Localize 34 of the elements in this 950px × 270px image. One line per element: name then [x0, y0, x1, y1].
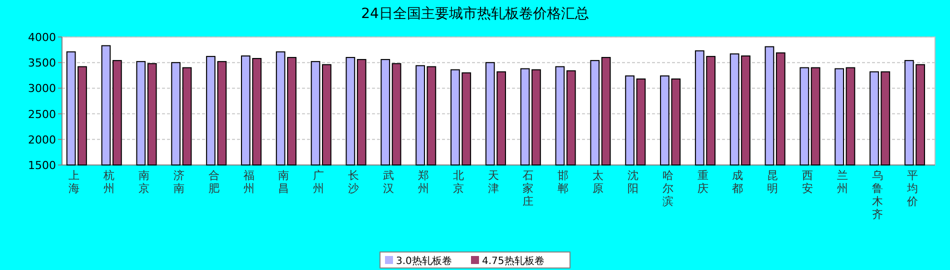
y-tick-label: 2000	[28, 133, 56, 146]
x-tick-label: 石家庄	[522, 169, 534, 208]
x-tick-label: 上海	[68, 169, 80, 195]
x-tick-label: 北京	[452, 169, 464, 195]
x-tick-label: 长沙	[348, 169, 360, 195]
x-tick-label: 平均价	[906, 169, 918, 208]
x-tick-label: 南京	[138, 169, 150, 195]
x-tick-label: 南昌	[278, 169, 290, 195]
y-tick-label: 4000	[28, 31, 56, 44]
legend-label: 4.75热轧板卷	[482, 255, 544, 267]
x-tick-label: 成都	[732, 169, 744, 195]
x-tick-label: 合肥	[208, 169, 220, 195]
x-tick-label: 西安	[802, 169, 814, 195]
chart-title: 24日全国主要城市热轧板卷价格汇总	[361, 6, 589, 22]
x-tick-label: 天津	[488, 169, 499, 195]
x-tick-label: 郑州	[418, 169, 429, 195]
x-tick-label: 重庆	[697, 169, 708, 195]
x-tick-label: 福州	[243, 169, 254, 195]
y-tick-label: 3500	[28, 56, 56, 70]
x-tick-label: 武汉	[383, 169, 394, 195]
x-tick-label: 沈阳	[627, 169, 638, 195]
x-tick-label: 哈尔滨	[662, 169, 674, 208]
legend-label: 3.0热轧板卷	[396, 255, 452, 267]
x-tick-label: 昆明	[767, 169, 778, 195]
x-tick-label: 邯郸	[558, 169, 569, 195]
x-tick-label: 杭州	[102, 169, 115, 195]
x-tick-label: 乌鲁木齐	[872, 169, 883, 221]
x-tick-label: 济南	[173, 169, 184, 195]
y-tick-label: 3000	[28, 82, 56, 96]
y-tick-label: 1500	[28, 159, 56, 172]
x-tick-label: 广州	[313, 169, 324, 195]
x-tick-label: 兰州	[836, 169, 848, 195]
y-tick-label: 2500	[28, 108, 56, 121]
x-tick-label: 太原	[592, 169, 604, 195]
